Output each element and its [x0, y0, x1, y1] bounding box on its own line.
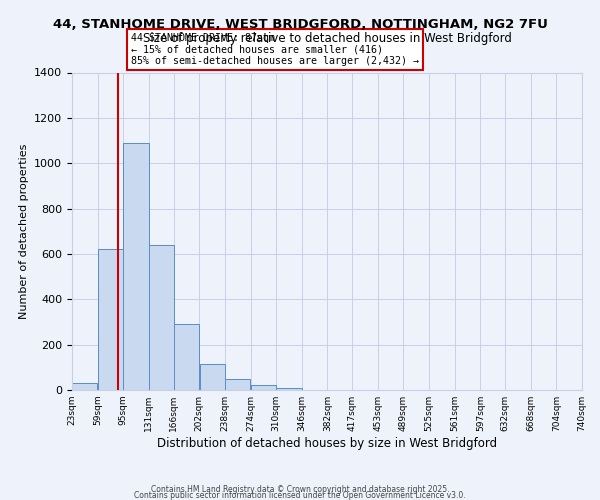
- Bar: [225, 378, 250, 390]
- Text: 44 STANHOME DRIVE: 87sqm
← 15% of detached houses are smaller (416)
85% of semi-: 44 STANHOME DRIVE: 87sqm ← 15% of detach…: [131, 33, 419, 66]
- Bar: [174, 324, 199, 390]
- Bar: [124, 143, 149, 390]
- Title: Size of property relative to detached houses in West Bridgford: Size of property relative to detached ho…: [143, 32, 511, 45]
- X-axis label: Distribution of detached houses by size in West Bridgford: Distribution of detached houses by size …: [157, 437, 497, 450]
- Y-axis label: Number of detached properties: Number of detached properties: [19, 144, 29, 319]
- Text: 44, STANHOME DRIVE, WEST BRIDGFORD, NOTTINGHAM, NG2 7FU: 44, STANHOME DRIVE, WEST BRIDGFORD, NOTT…: [53, 18, 547, 30]
- Bar: [277, 388, 302, 390]
- Text: Contains HM Land Registry data © Crown copyright and database right 2025.: Contains HM Land Registry data © Crown c…: [151, 484, 449, 494]
- Text: Contains public sector information licensed under the Open Government Licence v3: Contains public sector information licen…: [134, 490, 466, 500]
- Bar: [149, 245, 174, 390]
- Bar: [199, 364, 225, 390]
- Bar: [72, 383, 97, 390]
- Bar: [251, 386, 276, 390]
- Bar: [98, 250, 123, 390]
